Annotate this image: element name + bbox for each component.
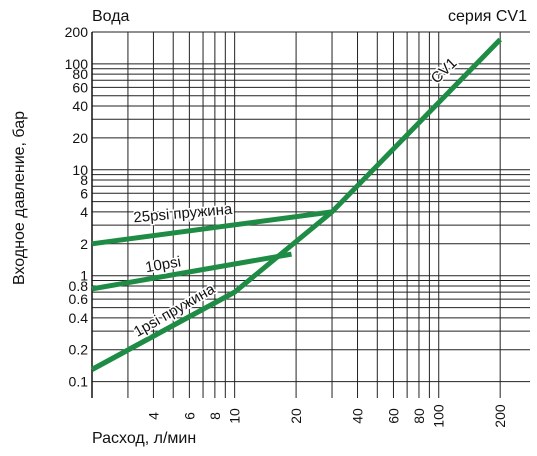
y-tick-label: 1 [80, 268, 88, 284]
x-tick-label: 10 [227, 408, 243, 424]
series-lines [90, 37, 502, 372]
chart-title-right: серия CV1 [448, 8, 527, 25]
y-tick-label: 200 [65, 24, 89, 40]
series-line-1psi-пружина [90, 289, 236, 372]
y-tick-label: 6 [80, 185, 88, 201]
x-tick-label: 60 [385, 408, 401, 424]
y-tick-label: 0.2 [69, 342, 89, 358]
y-tick-label: 100 [65, 56, 89, 72]
y-tick-label: 20 [72, 130, 88, 146]
y-tick-label: 4 [80, 204, 88, 220]
y-tick-label: 0.6 [69, 291, 89, 307]
series-line-25psi-пружина [91, 209, 333, 247]
x-tick-label: 8 [207, 412, 223, 420]
chart-title-left: Вода [92, 8, 130, 25]
y-tick-label: 60 [72, 79, 88, 95]
x-tick-label: 4 [145, 412, 161, 420]
series-label: 25psi пружина [133, 201, 234, 227]
grid [91, 31, 530, 398]
x-tick-label: 20 [288, 408, 304, 424]
x-tick-label: 100 [431, 404, 447, 428]
x-tick-label: 40 [350, 408, 366, 424]
x-tick-label: 6 [181, 412, 197, 420]
y-tick-label: 10 [72, 162, 88, 178]
x-tick-label: 80 [411, 408, 427, 424]
x-tick-label: 200 [492, 404, 508, 428]
y-tick-label: 80 [72, 66, 88, 82]
y-tick-label: 0.4 [69, 310, 89, 326]
y-tick-label: 0.8 [69, 278, 89, 294]
y-tick-label: 8 [80, 172, 88, 188]
y-tick-label: 40 [72, 98, 88, 114]
y-tick-label: 0.1 [69, 374, 89, 390]
series-line-10psi [91, 251, 292, 292]
y-tick-label: 2 [80, 236, 88, 252]
x-axis-label: Расход, л/мин [92, 430, 197, 447]
